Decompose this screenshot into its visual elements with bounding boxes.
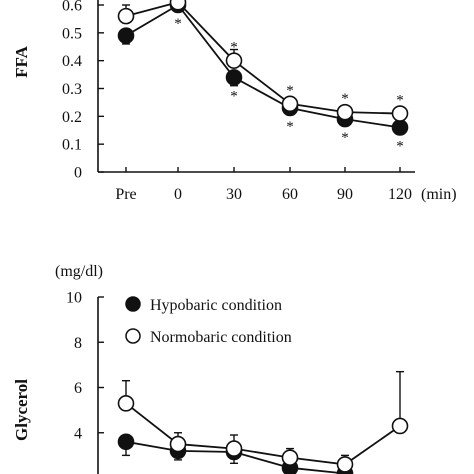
ffa-point-open (281, 95, 299, 113)
glycerol-point-open (169, 435, 187, 453)
ffa-x-tick-label: 60 (282, 186, 298, 203)
glycerol-point-filled (117, 433, 135, 451)
ffa-significance-mark: * (396, 138, 404, 154)
ffa-series-line-filled (125, 3, 401, 129)
ffa-y-tick-label: 0.3 (62, 81, 82, 98)
glycerol-series-line-open (125, 402, 401, 466)
glycerol-y-axis-label: Glycerol (12, 379, 31, 441)
ffa-significance-mark: * (230, 88, 238, 104)
ffa-x-tick-label: Pre (115, 186, 136, 203)
ffa-y-tick-label: 0.2 (62, 109, 82, 126)
ffa-significance-mark: * (230, 40, 238, 56)
legend-marker-normobaric (125, 328, 141, 344)
ffa-point-open (391, 105, 409, 122)
glycerol-point-open (225, 440, 243, 457)
ffa-x-tick-label: 0 (174, 186, 182, 203)
glycerol-y-tick-label: 6 (74, 380, 82, 397)
glycerol-chart: (mg/dl) Glycerol Hypobaric condition Nor… (12, 263, 409, 474)
ffa-y-tick-label: 0.6 (62, 0, 82, 15)
legend-label-normobaric: Normobaric condition (150, 329, 292, 346)
ffa-y-tick-label: 0.5 (62, 25, 82, 42)
ffa-point-filled (117, 27, 135, 44)
glycerol-point-open (336, 456, 354, 473)
ffa-chart: FFA (min) 0 0.1 0.2 0.3 0.4 0.5 0.6 Pre 0 30 60 90… (12, 0, 457, 203)
ffa-point-filled (225, 69, 243, 86)
ffa-point-open (117, 7, 135, 25)
ffa-point-open (225, 52, 243, 69)
glycerol-point-open (391, 417, 409, 435)
ffa-x-unit-label: (min) (421, 186, 457, 203)
legend-label-hypobaric: Hypobaric condition (150, 297, 282, 314)
ffa-point-open (336, 103, 354, 121)
glycerol-unit-label: (mg/dl) (55, 263, 103, 280)
glycerol-y-tick-label: 10 (66, 290, 82, 307)
ffa-significance-mark: * (174, 16, 182, 32)
ffa-significance-mark: * (286, 83, 294, 99)
glycerol-y-tick-label: 4 (74, 425, 82, 442)
legend-marker-hypobaric (125, 296, 141, 312)
glycerol-y-tick-label: 8 (74, 335, 82, 352)
ffa-point-filled (391, 119, 409, 136)
glycerol-point-open (281, 449, 299, 466)
ffa-series-line-open (125, 1, 401, 115)
ffa-point-open (169, 0, 187, 11)
ffa-significance-mark: * (341, 91, 349, 107)
glycerol-point-open (117, 395, 135, 412)
ffa-x-tick-label: 30 (226, 186, 242, 203)
ffa-y-axis-label: FFA (12, 45, 31, 78)
ffa-significance-mark: * (396, 93, 404, 109)
ffa-x-tick-label: 90 (337, 186, 353, 203)
ffa-y-tick-label: 0 (74, 165, 82, 182)
ffa-y-tick-label: 0.4 (62, 53, 82, 70)
ffa-significance-mark: * (341, 130, 349, 146)
ffa-y-tick-label: 0.1 (62, 137, 82, 154)
legend: Hypobaric condition Normobaric condition (125, 296, 292, 346)
ffa-significance-mark: * (286, 119, 294, 135)
ffa-x-tick-label: 120 (388, 186, 412, 203)
